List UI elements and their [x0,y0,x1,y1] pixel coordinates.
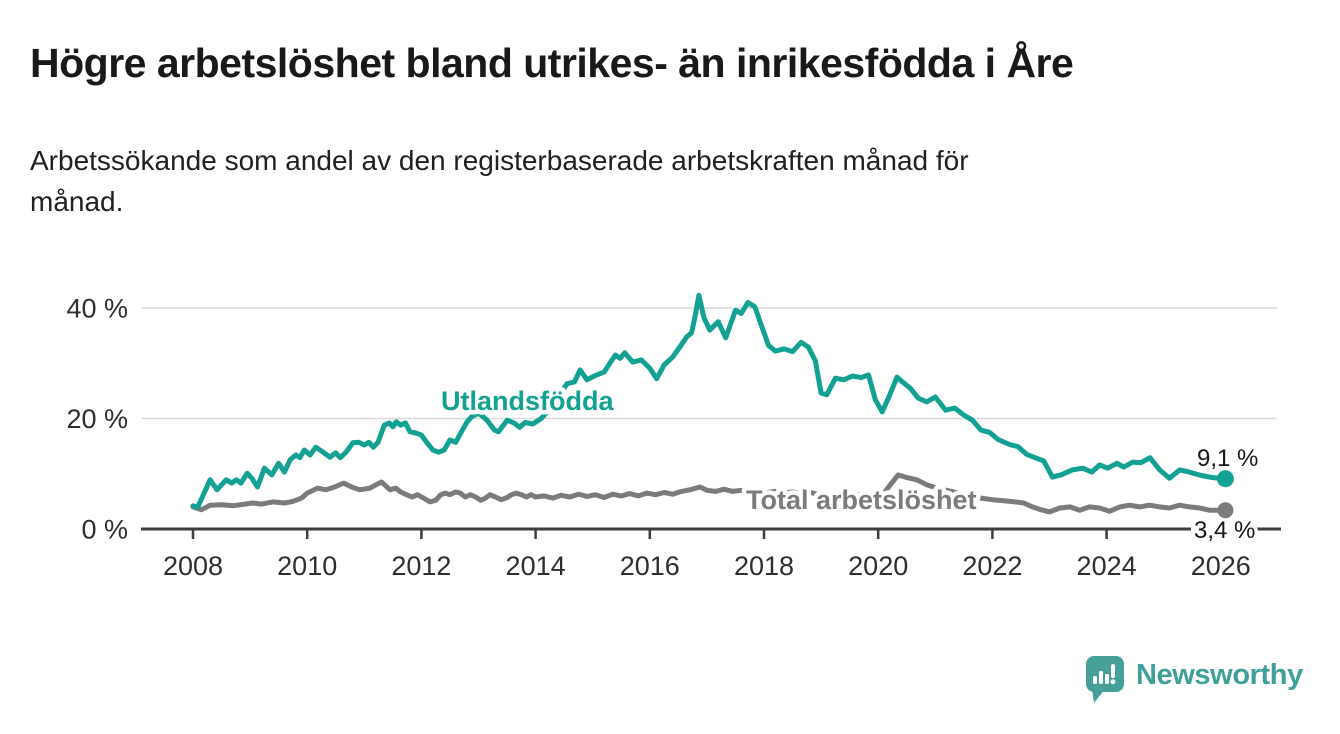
bar-chart-glyph [1093,664,1116,685]
chart-subtitle: Arbetssökande som andel av den registerb… [30,140,969,222]
x-axis-label-2022: 2022 [962,551,1022,581]
newsworthy-wordmark: Newsworthy [1136,659,1303,691]
x-axis-label-2020: 2020 [848,551,908,581]
x-axis-label-2014: 2014 [506,551,566,581]
x-axis-label-2016: 2016 [620,551,680,581]
x-axis-label-2024: 2024 [1077,551,1137,581]
series-line-0 [190,292,1228,510]
x-axis-label-2012: 2012 [391,551,451,581]
end-value-label-0: 9,1 % [1197,445,1258,472]
newsworthy-logo: Newsworthy [1086,656,1303,706]
y-axis-label-0: 0 % [81,515,128,545]
x-axis-label-2010: 2010 [277,551,337,581]
newsworthy-bubble-icon [1086,656,1124,703]
x-axis-label-2008: 2008 [163,551,223,581]
series-label-1: Total arbetslöshet [746,485,977,515]
x-axis-label-2026: 2026 [1191,551,1251,581]
end-label-mask [1191,519,1257,543]
page-title: Högre arbetslöshet bland utrikes- än inr… [30,40,1074,86]
subtitle-line-2: månad. [30,186,124,217]
x-axis-label-2018: 2018 [734,551,794,581]
y-axis-label-20: 20 % [66,404,128,434]
subtitle-line-1: Arbetssökande som andel av den registerb… [30,145,969,176]
end-dot-1 [1217,502,1234,519]
end-dot-0 [1216,470,1234,488]
y-axis-label-40: 40 % [66,294,128,324]
series-line-1 [190,472,1228,515]
end-value-label-1: 3,4 % [1194,517,1255,544]
series-label-0: Utlandsfödda [441,386,614,416]
